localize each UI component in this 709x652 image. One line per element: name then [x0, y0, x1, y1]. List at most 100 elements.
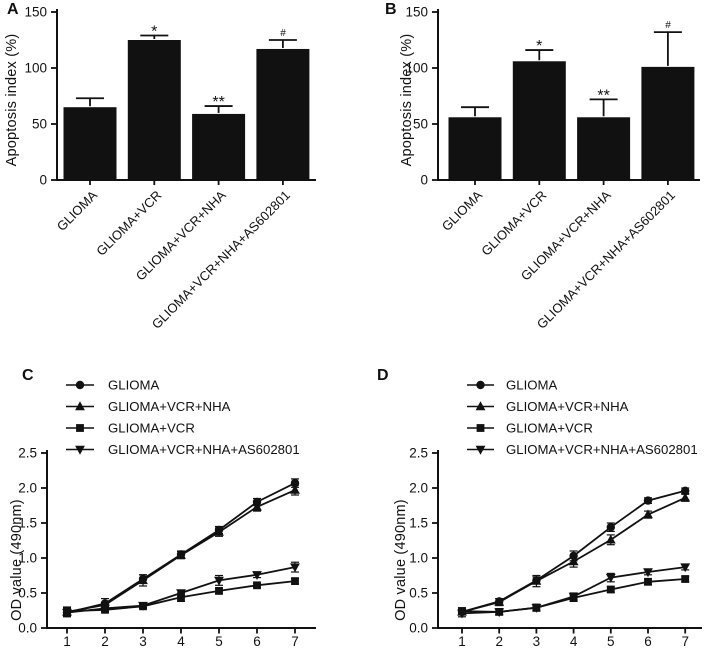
x-tick-label: 2 [495, 634, 503, 649]
marker-triangle-down [290, 563, 300, 573]
y-tick-label: 2.0 [18, 481, 37, 496]
category-label: GLIOMA [54, 187, 101, 234]
bar [256, 48, 310, 181]
significance-marker: ** [597, 87, 609, 104]
legend-label: GLIOMA+VCR [108, 421, 195, 436]
bar [127, 40, 181, 180]
y-tick-label: 1.5 [409, 516, 428, 531]
category-label: GLIOMA+VCR+NHA+AS602801 [149, 188, 293, 332]
legend-label: GLIOMA+VCR+NHA+AS602801 [506, 442, 698, 457]
marker-triangle-up [568, 556, 579, 566]
marker-triangle-down [100, 604, 110, 614]
marker-square [681, 575, 690, 583]
y-tick-label: 0.5 [18, 586, 37, 601]
line-chart-D: 0.0 0.5 1.0 1.5 2.0 2.5 1 2 3 4 5 6 7 GLIOMA GLIOMA+VC… [409, 378, 702, 649]
marker-triangle-down [252, 571, 262, 580]
x-tick-label: 4 [177, 634, 185, 649]
panel-C: C OD value (490nm) 0.0 0.5 1.0 1.5 2.0 2.5 1 2 3… [0, 360, 355, 652]
marker-square [644, 577, 652, 586]
panel-letter-A: A [7, 1, 19, 18]
marker-square [215, 587, 223, 595]
y-tick-label: 50 [413, 117, 428, 132]
marker-square [606, 585, 615, 594]
x-tick-label: 6 [644, 634, 652, 649]
y-tick-label: 1.0 [18, 551, 37, 566]
marker-triangle-up [75, 401, 85, 411]
y-tick-label: 150 [405, 5, 428, 20]
bar [192, 113, 246, 180]
bar [641, 66, 695, 180]
category-label: GLIOMA+VCR [478, 188, 549, 259]
panel-letter-D: D [377, 367, 389, 384]
marker-square [476, 424, 485, 432]
marker-circle [75, 380, 85, 390]
bar [448, 117, 502, 180]
significance-marker: ** [212, 94, 224, 111]
marker-triangle-up [680, 492, 691, 502]
x-tick-label: 6 [253, 634, 261, 649]
legend-label: GLIOMA [108, 378, 159, 393]
series-GLIOMA+VCR+NHA+AS602801 [457, 563, 691, 619]
marker-triangle-down [531, 604, 542, 613]
bar [63, 107, 117, 180]
marker-triangle-up [643, 509, 653, 519]
x-tick-label: 5 [215, 634, 223, 649]
legend-entry: GLIOMA+VCR+NHA [66, 399, 231, 414]
series-GLIOMA+VCR+NHA+AS602801 [62, 561, 300, 618]
marker-triangle-down [680, 563, 691, 573]
marker-circle [606, 523, 615, 532]
legend-entry: GLIOMA+VCR+NHA+AS602801 [66, 442, 300, 457]
x-tick-label: 1 [458, 634, 466, 649]
legend: GLIOMA GLIOMA+VCR+NHA GLIOMA+VCR GLIOMA+VCR… [467, 378, 698, 457]
series-line [461, 566, 686, 615]
significance-marker: # [665, 20, 671, 31]
y-tick-label: 0.0 [409, 621, 428, 636]
legend-label: GLIOMA+VCR+NHA+AS602801 [108, 442, 300, 457]
y-tick-label: 1.5 [18, 516, 37, 531]
x-tick-label: 2 [101, 634, 109, 649]
legend-label: GLIOMA+VCR [506, 421, 593, 436]
marker-triangle-down [568, 592, 579, 602]
marker-triangle-down [62, 608, 72, 618]
marker-triangle-down [457, 609, 467, 619]
y-tick-label: 100 [24, 61, 47, 76]
legend-entry: GLIOMA+VCR+NHA [467, 399, 629, 414]
category-label: GLIOMA [439, 187, 486, 234]
y-tick-label: 150 [24, 5, 47, 20]
marker-circle [681, 486, 690, 495]
x-tick-label: 1 [63, 634, 71, 649]
marker-circle [476, 380, 485, 390]
y-tick-label: 0.5 [409, 586, 428, 601]
x-tick-label: 5 [607, 634, 615, 649]
category-label: GLIOMA+VCR+NHA+AS602801 [534, 188, 678, 332]
marker-triangle-up [176, 550, 186, 559]
y-tick-label: 2.0 [409, 481, 428, 496]
marker-triangle-down [75, 445, 85, 455]
marker-triangle-up [214, 526, 224, 536]
marker-triangle-up [494, 596, 505, 606]
marker-triangle-down [138, 601, 148, 611]
y-tick-label: 2.5 [18, 446, 37, 461]
marker-circle [643, 496, 653, 505]
bars: GLIOMAGLIOMA+VCR*GLIOMA+VCR+NHA**GLIOMA+… [54, 24, 310, 332]
legend-label: GLIOMA [506, 378, 557, 393]
panel-A: A Apoptosis index (%) 0 50 100 150 GLIOMA GLI… [0, 0, 355, 360]
marker-triangle-down [605, 573, 616, 583]
marker-triangle-up [475, 401, 486, 411]
y-tick-label: 0 [420, 173, 428, 188]
y-tick-label: 50 [32, 117, 47, 132]
line-chart-C: 0.0 0.5 1.0 1.5 2.0 2.5 1 2 3 4 5 6 7 GLIOMA GLIOMA+VC… [18, 378, 316, 649]
y-tick-label: 100 [405, 61, 428, 76]
x-tick-label: 7 [291, 634, 299, 649]
legend-label: GLIOMA+VCR+NHA [108, 399, 231, 414]
marker-triangle-up [290, 484, 300, 494]
y-tick-label: 1.0 [409, 551, 428, 566]
panel-letter-C: C [22, 367, 34, 384]
marker-triangle-up [531, 575, 542, 585]
bar [512, 61, 566, 180]
x-tick-label: 3 [139, 634, 147, 649]
bar [577, 117, 631, 180]
x-tick-label: 4 [570, 634, 578, 649]
